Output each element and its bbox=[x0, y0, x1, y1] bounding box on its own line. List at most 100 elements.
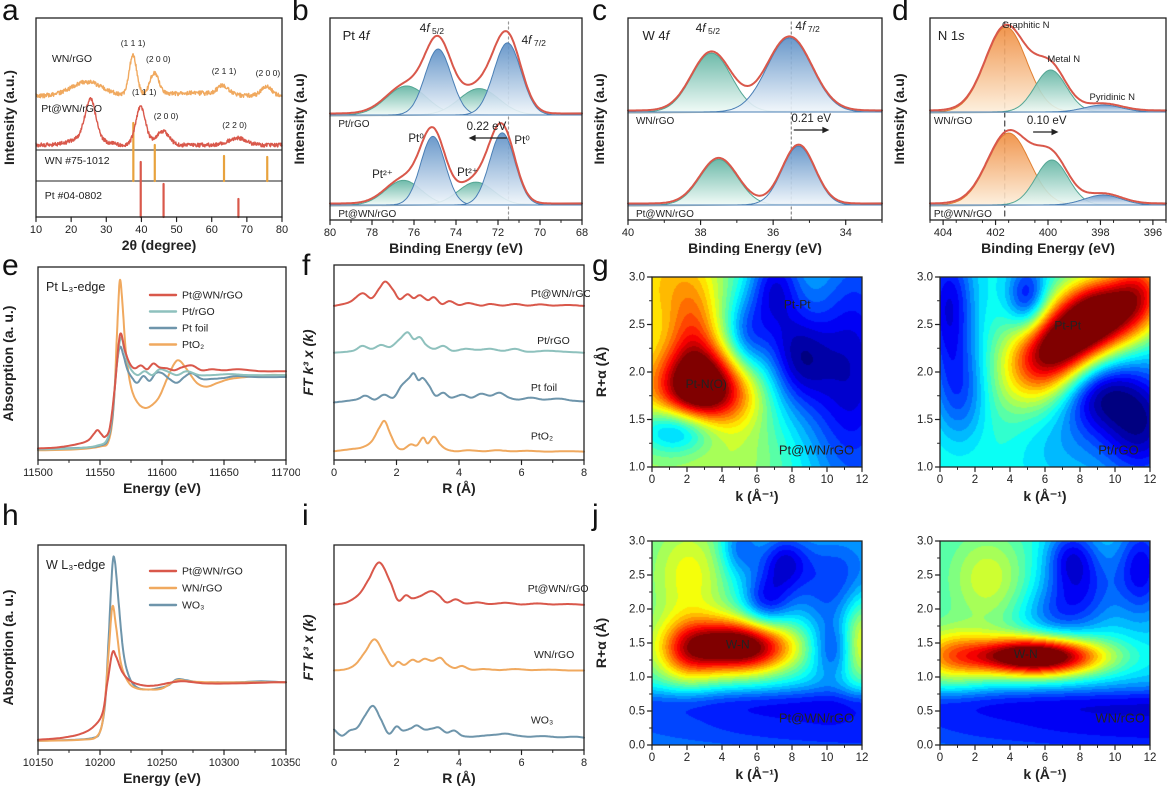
annotation: Pyridinic N bbox=[1090, 92, 1136, 103]
series-label: Pt foil bbox=[531, 382, 557, 394]
annotation: 4f 7/2 bbox=[521, 33, 546, 48]
panel-j: j W-N Pt@WN/rGO 0 2 4 6 8 10 12 k (Å⁻¹) 3.0 2.5 2.0 1… bbox=[590, 501, 1172, 793]
reference-label: WN #75-1012 bbox=[45, 155, 110, 167]
svg-text:400: 400 bbox=[1039, 227, 1057, 239]
svg-text:1.5: 1.5 bbox=[917, 414, 933, 426]
y-axis-title: R+α (Å) bbox=[593, 347, 609, 397]
wavelet-heatmap bbox=[652, 541, 862, 745]
svg-text:2.0: 2.0 bbox=[629, 604, 645, 616]
y-axis-title: FT k³ x (k) bbox=[300, 329, 316, 395]
x-axis-title: Binding Energy (eV) bbox=[389, 240, 523, 255]
svg-text:2: 2 bbox=[684, 752, 690, 764]
panel-d: d WN/rGO Pt@WN/rGO 0.10 eV N 1s Graphitic N M… bbox=[890, 0, 1172, 255]
contour-label: Pt@WN/rGO bbox=[779, 711, 854, 726]
wavelet-heatmap bbox=[940, 277, 1150, 467]
series-label: WO₃ bbox=[531, 714, 553, 726]
svg-text:6: 6 bbox=[518, 757, 524, 769]
svg-text:30: 30 bbox=[100, 224, 112, 236]
legend-label: Pt foil bbox=[182, 323, 208, 335]
svg-text:1.0: 1.0 bbox=[629, 462, 645, 474]
svg-text:2.5: 2.5 bbox=[917, 319, 933, 331]
svg-text:4: 4 bbox=[1007, 474, 1014, 486]
svg-text:10300: 10300 bbox=[209, 757, 240, 769]
svg-text:8: 8 bbox=[789, 752, 795, 764]
series-label: Pt@WN/rGO bbox=[531, 288, 590, 300]
x-axis-title: k (Å⁻¹) bbox=[1023, 488, 1066, 504]
series-label: Pt@WN/rGO bbox=[41, 103, 102, 115]
svg-text:2.5: 2.5 bbox=[917, 570, 933, 582]
svg-text:11600: 11600 bbox=[147, 467, 177, 479]
y-axis-title: Intensity (a.u) bbox=[291, 73, 307, 164]
panel-h: h W L₃-edge Pt@WN/rGO WN/rGO WO₃ 10150 10200 1… bbox=[0, 501, 300, 793]
w4f-xps-chart: WN/rGO Pt@WN/rGO 0.21 eV W 4f 4f 5/2 4f 7/2 40… bbox=[591, 17, 883, 255]
svg-text:10: 10 bbox=[30, 224, 42, 236]
shift-annotation: 0.10 eV bbox=[1027, 115, 1067, 127]
annotation: 4f 5/2 bbox=[420, 21, 445, 36]
wavelet-heatmap bbox=[652, 277, 862, 467]
svg-text:10: 10 bbox=[1109, 752, 1122, 764]
peak-label: (1 1 1) bbox=[121, 38, 146, 48]
band-label: Pt@WN/rGO bbox=[338, 209, 396, 220]
annotation: Pt⁰ bbox=[514, 135, 530, 147]
x-axis-title: k (Å⁻¹) bbox=[735, 488, 778, 504]
svg-text:11550: 11550 bbox=[85, 467, 115, 479]
contour-label: Pt-Pt bbox=[1054, 318, 1081, 332]
svg-text:68: 68 bbox=[576, 227, 588, 239]
svg-text:4: 4 bbox=[719, 474, 726, 486]
x-axis-title: R (Å) bbox=[442, 480, 475, 496]
x-axis-title: Energy (eV) bbox=[123, 480, 201, 496]
annotation: W 4f bbox=[643, 28, 671, 43]
contour-label: W-N bbox=[1014, 647, 1038, 661]
svg-text:2.0: 2.0 bbox=[917, 604, 933, 616]
x-axis-title: k (Å⁻¹) bbox=[735, 766, 778, 782]
svg-text:4: 4 bbox=[456, 757, 462, 769]
svg-text:2.0: 2.0 bbox=[917, 367, 933, 379]
svg-text:396: 396 bbox=[1144, 227, 1162, 239]
svg-text:0.5: 0.5 bbox=[917, 706, 933, 718]
svg-text:4: 4 bbox=[1007, 752, 1014, 764]
contour-label: Pt-N(O) bbox=[686, 377, 727, 391]
wavelet-heatmap bbox=[940, 541, 1150, 745]
svg-text:2.5: 2.5 bbox=[629, 570, 645, 582]
y-axis-title: Absorption (a. u.) bbox=[0, 306, 16, 422]
panel-e: e Pt L₃-edge Pt@WN/rGO Pt/rGO Pt foil PtO₂ 11… bbox=[0, 251, 300, 505]
annotation: Pt²⁺ bbox=[457, 167, 478, 179]
shift-annotation: 0.22 eV bbox=[467, 121, 507, 133]
svg-text:3.0: 3.0 bbox=[917, 272, 933, 284]
band-label: WN/rGO bbox=[934, 116, 973, 127]
svg-text:76: 76 bbox=[408, 227, 420, 239]
svg-text:12: 12 bbox=[1144, 752, 1157, 764]
svg-text:2: 2 bbox=[972, 474, 978, 486]
band-label: Pt@WN/rGO bbox=[934, 209, 992, 220]
svg-text:8: 8 bbox=[581, 467, 587, 479]
panel-letter-a: a bbox=[2, 0, 19, 27]
svg-text:1.0: 1.0 bbox=[917, 462, 933, 474]
legend-label: WN/rGO bbox=[182, 583, 222, 595]
series-label: WN/rGO bbox=[52, 53, 92, 65]
svg-text:1.5: 1.5 bbox=[917, 638, 933, 650]
svg-text:8: 8 bbox=[581, 757, 587, 769]
contour-label: Pt-Pt bbox=[784, 297, 811, 311]
annotation: Pt²⁺ bbox=[372, 169, 393, 181]
panel-letter-e: e bbox=[2, 249, 19, 282]
panel-letter-c: c bbox=[592, 0, 607, 27]
band-label: WN/rGO bbox=[636, 116, 675, 127]
band-label: Pt@WN/rGO bbox=[636, 209, 694, 220]
panel-letter-f: f bbox=[302, 249, 311, 282]
x-axis-title: 2θ (degree) bbox=[122, 237, 196, 253]
peak-label: (2 0 0) bbox=[154, 111, 179, 121]
svg-text:10200: 10200 bbox=[85, 757, 116, 769]
y-axis-title: R+α (Å) bbox=[593, 618, 609, 668]
panel-g: g Pt-Pt Pt-N(O) Pt@WN/rGO 0 2 4 6 8 10 12 k (Å⁻¹) 3… bbox=[590, 251, 1172, 505]
peak-label: (1 1 1) bbox=[132, 87, 157, 97]
svg-text:1.5: 1.5 bbox=[629, 638, 645, 650]
svg-text:2.5: 2.5 bbox=[629, 319, 645, 331]
svg-text:8: 8 bbox=[1077, 752, 1083, 764]
panel-letter-h: h bbox=[2, 499, 19, 532]
annotation: 4f 7/2 bbox=[795, 19, 820, 34]
svg-text:40: 40 bbox=[622, 227, 634, 239]
x-axis-title: R (Å) bbox=[442, 770, 475, 786]
svg-text:3.0: 3.0 bbox=[629, 536, 645, 548]
